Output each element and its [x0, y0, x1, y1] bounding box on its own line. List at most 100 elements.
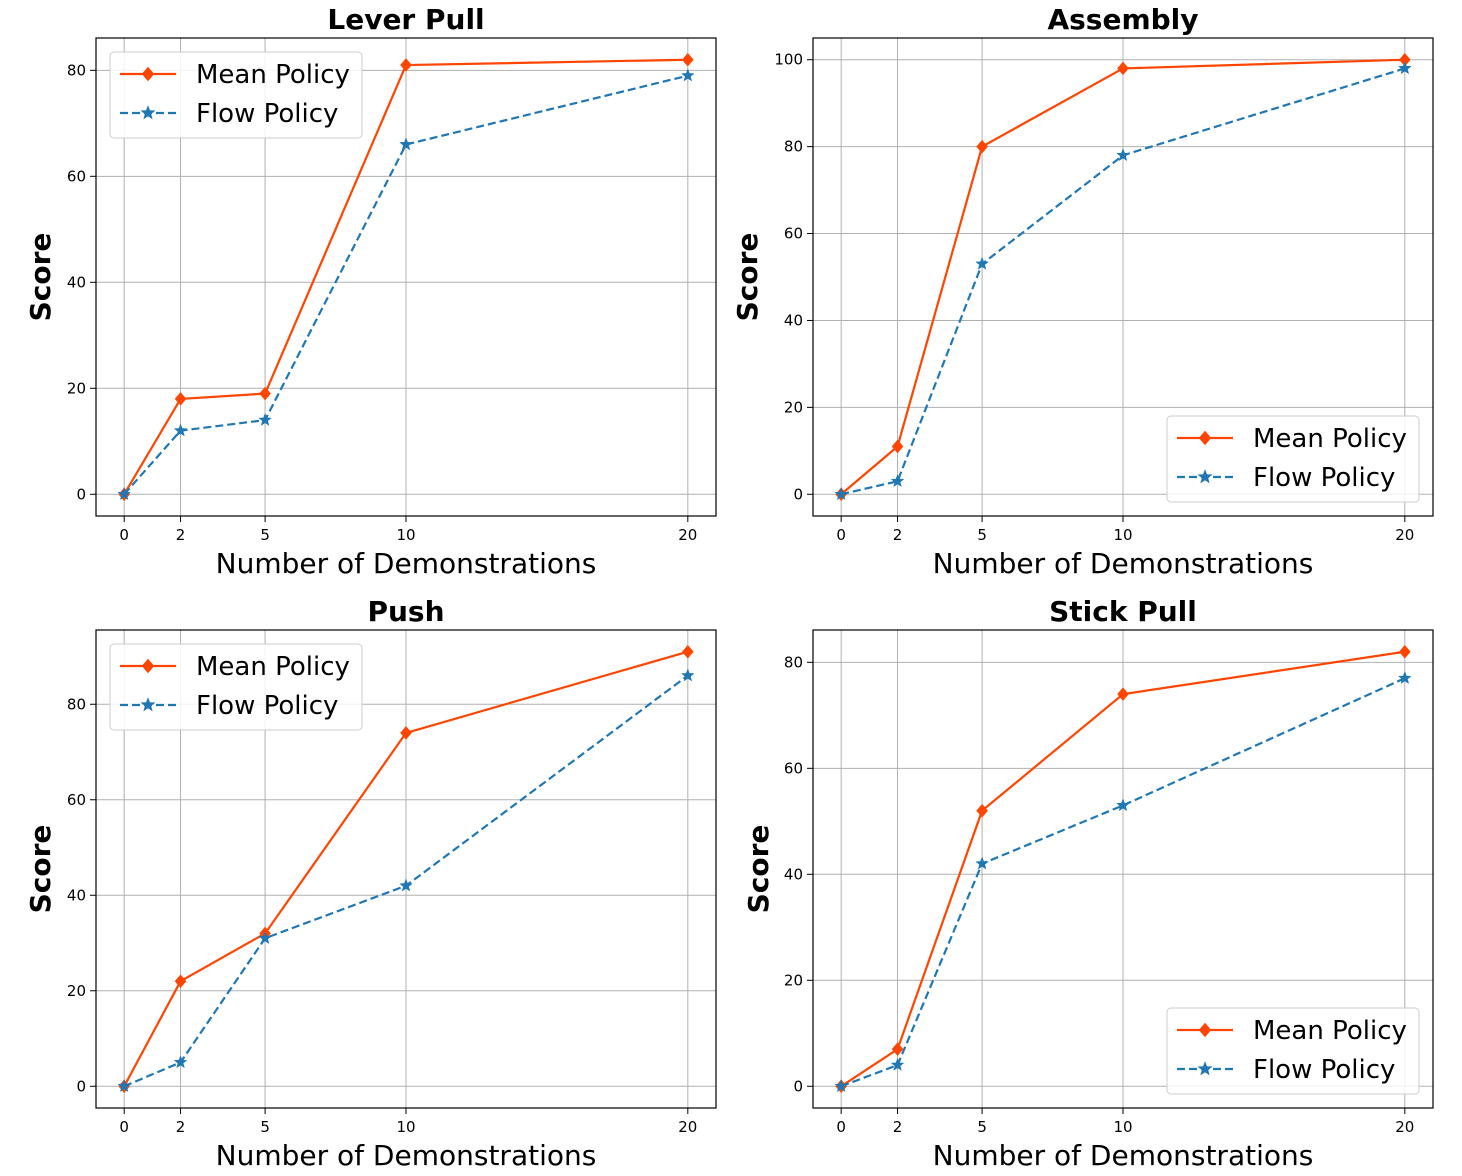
- legend-marker: [141, 658, 155, 674]
- legend-marker: [1198, 1022, 1212, 1038]
- y-tick-label: 40: [784, 311, 803, 329]
- y-tick-label: 80: [67, 695, 86, 713]
- data-point-mean-policy: [1398, 644, 1411, 659]
- subplot-assembly: 0 2 5 10 20 0 20 40 60 80 100 Assembly Number of Dem…: [731, 3, 1434, 580]
- data-point-flow-policy: [399, 137, 413, 151]
- data-point-flow-policy: [975, 856, 989, 870]
- y-axis-label: Score: [731, 233, 764, 322]
- x-tick-label: 10: [1113, 526, 1132, 544]
- data-point-mean-policy: [976, 803, 988, 818]
- chart-title: Assembly: [1047, 3, 1198, 36]
- data-point-flow-policy: [834, 487, 849, 501]
- legend-label: Mean Policy: [196, 652, 350, 682]
- plot-frame: [812, 629, 1434, 1109]
- data-point-flow-policy: [399, 878, 413, 892]
- data-point-mean-policy: [891, 439, 904, 454]
- x-tick-label: 2: [176, 526, 186, 544]
- data-point-mean-policy: [1117, 687, 1129, 702]
- y-tick-label: 80: [784, 138, 803, 156]
- data-point-flow-policy: [1397, 61, 1412, 75]
- y-tick-label: 0: [793, 485, 803, 503]
- y-tick-label: 60: [67, 167, 86, 185]
- data-point-mean-policy: [174, 974, 187, 989]
- x-tick-label: 2: [893, 526, 903, 544]
- legend: Mean Policy Flow Policy: [109, 643, 363, 731]
- x-axis-label: Number of Demonstrations: [216, 1139, 597, 1172]
- x-tick-label: 2: [176, 1118, 186, 1136]
- legend-label: Mean Policy: [1253, 424, 1407, 454]
- x-axis-label: Number of Demonstrations: [216, 547, 597, 580]
- data-point-mean-policy: [174, 391, 187, 406]
- x-tick-label: 5: [977, 526, 987, 544]
- data-point-mean-policy: [259, 386, 271, 401]
- y-tick-label: 20: [67, 379, 86, 397]
- legend-marker: [141, 66, 155, 82]
- data-point-flow-policy: [258, 412, 272, 426]
- data-point-flow-policy: [1116, 798, 1130, 812]
- y-axis-label: Score: [24, 233, 57, 322]
- data-point-mean-policy: [681, 644, 694, 659]
- x-tick-label: 5: [977, 1118, 987, 1136]
- legend-marker: [1198, 430, 1212, 446]
- data-point-flow-policy: [680, 68, 695, 82]
- chart-title: Stick Pull: [1049, 595, 1197, 628]
- data-point-mean-policy: [400, 58, 412, 72]
- data-point-flow-policy: [975, 256, 989, 270]
- x-tick-label: 0: [836, 1118, 846, 1136]
- data-point-flow-policy: [173, 1055, 188, 1069]
- legend-label: Mean Policy: [1253, 1016, 1407, 1046]
- x-axis-label: Number of Demonstrations: [933, 547, 1314, 580]
- chart-title: Lever Pull: [327, 3, 484, 36]
- plot-frame: [95, 37, 717, 517]
- y-axis-label: Score: [24, 825, 57, 914]
- data-point-flow-policy: [1116, 148, 1130, 162]
- data-point-flow-policy: [680, 668, 695, 682]
- subplot-push: 0 2 5 10 20 0 20 40 60 80 Push Number of Demonstrat…: [24, 595, 717, 1172]
- plot-frame: [95, 629, 717, 1109]
- y-tick-label: 0: [76, 485, 86, 503]
- legend-marker: [1197, 1061, 1213, 1076]
- data-point-mean-policy: [891, 1042, 904, 1057]
- data-point-flow-policy: [890, 1057, 905, 1071]
- chart-title: Push: [367, 595, 444, 628]
- data-point-mean-policy: [976, 139, 988, 154]
- data-point-flow-policy: [890, 474, 905, 488]
- legend-marker: [140, 697, 156, 712]
- y-tick-label: 40: [67, 886, 86, 904]
- x-tick-label: 20: [678, 1118, 697, 1136]
- data-point-flow-policy: [117, 487, 132, 501]
- legend-marker: [1197, 469, 1213, 484]
- legend-marker: [140, 105, 156, 120]
- data-point-flow-policy: [258, 931, 272, 945]
- y-tick-label: 20: [784, 971, 803, 989]
- data-point-flow-policy: [173, 423, 188, 437]
- legend: Mean Policy Flow Policy: [1166, 1007, 1420, 1095]
- x-tick-label: 0: [836, 526, 846, 544]
- legend-label: Flow Policy: [1253, 1055, 1395, 1085]
- data-point-flow-policy: [834, 1079, 849, 1093]
- x-tick-label: 0: [119, 1118, 129, 1136]
- x-tick-label: 20: [1395, 526, 1414, 544]
- y-tick-label: 20: [67, 982, 86, 1000]
- y-tick-label: 80: [67, 61, 86, 79]
- x-axis-label: Number of Demonstrations: [933, 1139, 1314, 1172]
- y-tick-label: 60: [784, 225, 803, 243]
- data-point-mean-policy: [1117, 61, 1129, 76]
- y-tick-label: 20: [784, 398, 803, 416]
- legend-label: Flow Policy: [1253, 463, 1395, 493]
- y-tick-label: 100: [774, 51, 803, 69]
- y-tick-label: 40: [784, 865, 803, 883]
- data-point-mean-policy: [400, 726, 412, 740]
- data-point-flow-policy: [1397, 671, 1412, 685]
- x-tick-label: 5: [260, 1118, 270, 1136]
- x-tick-label: 20: [678, 526, 697, 544]
- y-tick-label: 80: [784, 653, 803, 671]
- y-tick-label: 0: [793, 1077, 803, 1095]
- subplot-stick-pull: 0 2 5 10 20 0 20 40 60 80 Stick Pull Number of Demo…: [742, 595, 1434, 1172]
- plot-frame: [812, 37, 1434, 517]
- data-point-mean-policy: [681, 52, 694, 67]
- legend: Mean Policy Flow Policy: [109, 51, 363, 139]
- y-tick-label: 60: [67, 791, 86, 809]
- legend-label: Flow Policy: [196, 99, 338, 129]
